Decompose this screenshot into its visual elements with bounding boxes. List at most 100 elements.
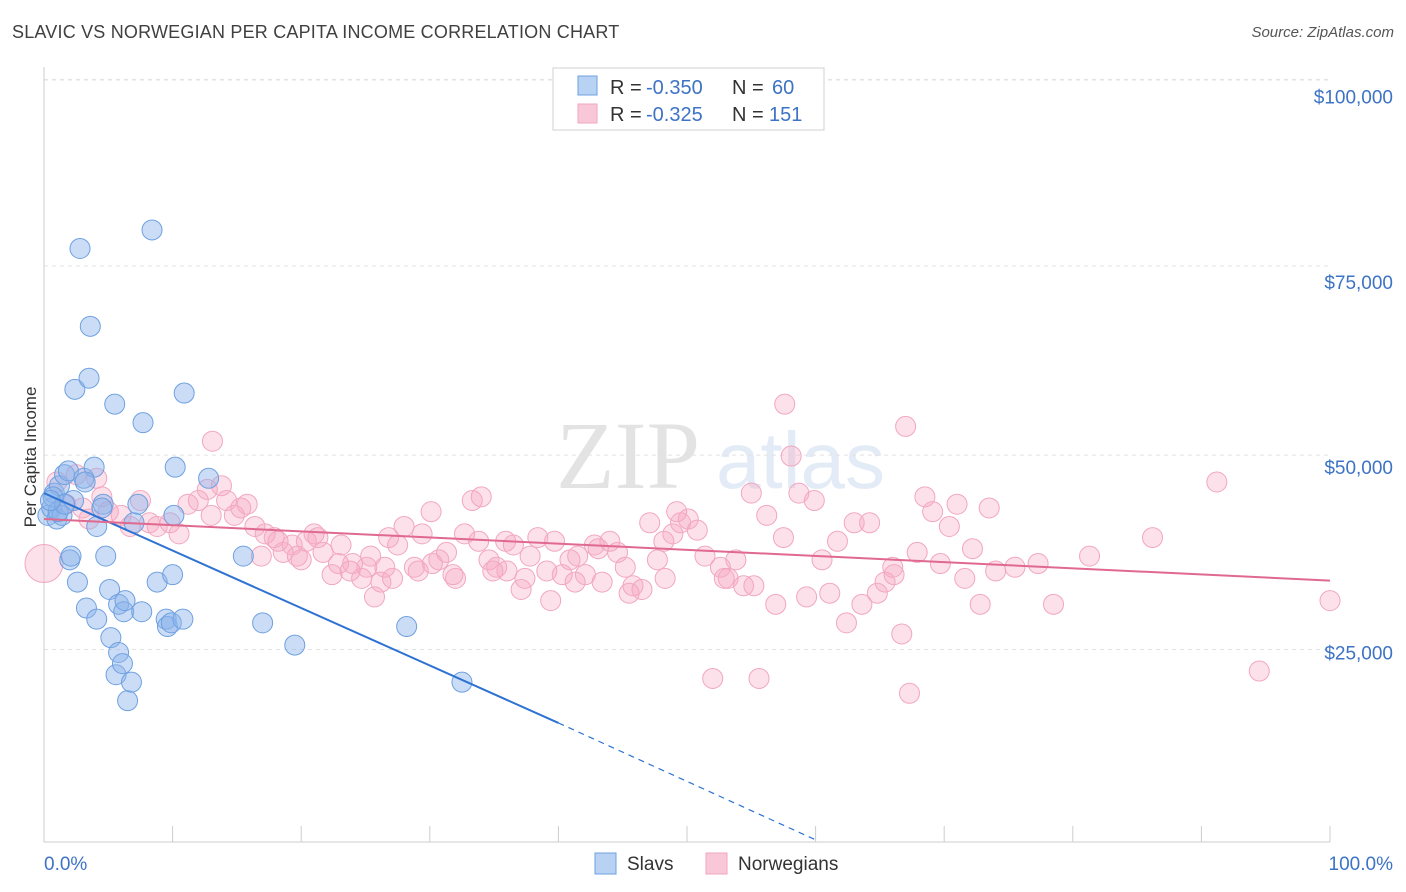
slavs-point	[127, 493, 149, 515]
norwegians-point	[677, 508, 699, 530]
slavs-point	[59, 549, 81, 571]
norwegians-point	[946, 493, 968, 515]
norwegians-n-value: 151	[769, 104, 802, 126]
slavs-legend-key	[594, 852, 617, 875]
norwegians-point	[702, 667, 724, 689]
norwegians-point	[514, 567, 536, 589]
norwegians-point	[748, 667, 770, 689]
slavs-point	[232, 545, 254, 567]
norwegians-point	[1206, 471, 1228, 493]
slavs-point	[164, 456, 186, 478]
slavs-r-label: R =	[610, 77, 642, 99]
norwegians-point	[502, 534, 524, 556]
norwegians-point	[851, 593, 873, 615]
norwegians-point	[272, 541, 294, 563]
norwegians-point	[866, 582, 888, 604]
norwegians-point	[244, 515, 266, 537]
slavs-point	[252, 612, 274, 634]
norwegians-point	[393, 515, 415, 537]
norwegians-point	[420, 501, 442, 523]
slavs-legend-label: Slavs	[627, 854, 673, 875]
norwegians-point	[1004, 556, 1026, 578]
norwegians-point	[544, 530, 566, 552]
norwegians-point	[898, 682, 920, 704]
norwegians-point	[1079, 545, 1101, 567]
norwegians-point	[468, 530, 490, 552]
y-tick-labels: $25,000 $50,000 $75,000 $100,000	[1314, 88, 1393, 665]
slavs-point	[156, 616, 178, 638]
norwegians-point	[1248, 660, 1270, 682]
slavs-point	[39, 490, 61, 512]
norwegians-point	[356, 556, 378, 578]
norwegians-point	[564, 571, 586, 593]
norwegians-point	[1319, 590, 1341, 612]
norwegians-point	[129, 490, 151, 512]
norwegians-point	[891, 623, 913, 645]
norwegians-point	[978, 497, 1000, 519]
chart-source: Source: ZipAtlas.com	[1251, 24, 1394, 41]
norwegians-point	[286, 545, 308, 567]
norwegians-point	[250, 545, 272, 567]
stats-legend-box	[552, 67, 825, 131]
norwegians-point	[756, 504, 778, 526]
slavs-point	[69, 237, 91, 259]
slavs-point	[74, 471, 96, 493]
norwegians-point	[725, 549, 747, 571]
norwegians-point	[740, 482, 762, 504]
slavs-n-label: N =	[732, 77, 764, 99]
slavs-point	[111, 653, 133, 675]
norwegians-point	[906, 541, 928, 563]
norwegians-point	[1043, 593, 1065, 615]
norwegians-point	[403, 556, 425, 578]
norwegians-point	[803, 490, 825, 512]
norwegians-point	[646, 549, 668, 571]
norwegians-point	[374, 556, 396, 578]
norwegians-point	[478, 549, 500, 571]
norwegians-point	[631, 578, 653, 600]
slavs-trend-line	[43, 492, 559, 724]
norwegians-point	[618, 582, 640, 604]
norwegians-point	[540, 590, 562, 612]
slavs-point	[163, 504, 185, 526]
norwegians-point	[654, 567, 676, 589]
norwegians-point	[826, 530, 848, 552]
slavs-point	[162, 564, 184, 586]
norwegians-point	[614, 556, 636, 578]
norwegians-point	[360, 545, 382, 567]
norwegians-point	[796, 586, 818, 608]
norwegians-point	[421, 553, 443, 575]
y-tick-label: $25,000	[1324, 644, 1393, 665]
norwegians-point	[201, 430, 223, 452]
norwegians-point	[835, 612, 857, 634]
x-tick-label-max: 100.0%	[1329, 854, 1394, 875]
norwegians-point	[811, 549, 833, 571]
slavs-point	[132, 412, 154, 434]
norwegians-point	[961, 538, 983, 560]
norwegians-point	[938, 515, 960, 537]
norwegians-point	[339, 560, 361, 582]
slavs-point	[114, 590, 136, 612]
norwegians-point	[407, 560, 429, 582]
norwegians-point	[929, 553, 951, 575]
slavs-point	[141, 219, 163, 241]
norwegians-point	[709, 556, 731, 578]
norwegians-point	[859, 512, 881, 534]
norwegians-point	[411, 523, 433, 545]
slavs-point	[60, 545, 82, 567]
norwegians-trend-line	[43, 518, 1331, 582]
norwegians-point	[653, 530, 675, 552]
slavs-legend-swatch	[577, 75, 598, 96]
norwegians-point	[765, 593, 787, 615]
norwegians-point	[772, 527, 794, 549]
slavs-point	[173, 382, 195, 404]
norwegians-point	[236, 493, 258, 515]
norwegians-point	[567, 545, 589, 567]
slavs-r-value: -0.350	[646, 77, 703, 99]
norwegians-points	[24, 393, 1341, 704]
slavs-points	[37, 219, 473, 712]
series-legend: Slavs Norwegians	[594, 852, 838, 875]
norwegians-point	[713, 567, 735, 589]
norwegians-point	[428, 549, 450, 571]
norwegians-point	[788, 482, 810, 504]
